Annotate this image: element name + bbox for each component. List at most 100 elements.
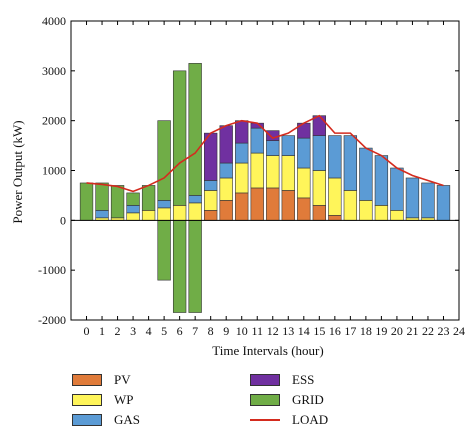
y-tick-label: 0: [60, 213, 66, 227]
bar-grid-3: [126, 192, 140, 206]
bar-grid-6: [172, 70, 187, 206]
bar-wp-7: [188, 202, 202, 221]
legend-item-load: LOAD: [250, 412, 328, 428]
bar-pv-11: [250, 187, 264, 221]
x-tick-label: 4: [146, 324, 152, 338]
y-axis-label: Power Output (kW): [10, 120, 25, 223]
load-line: [86, 114, 444, 193]
bar-gas-19: [374, 155, 389, 206]
legend-swatch-gas: [72, 414, 102, 426]
legend-item-wp: WP: [72, 392, 134, 408]
bar-gas-20: [390, 167, 404, 211]
x-tick-label: 1: [99, 324, 105, 338]
bar-gas-10: [235, 142, 249, 164]
bar-gas-22: [421, 182, 435, 219]
x-tick-label: 8: [208, 324, 214, 338]
bar-wp-9: [219, 177, 233, 201]
bar-pv-9: [219, 200, 233, 221]
legend-item-ess: ESS: [250, 372, 314, 388]
x-tick-label: 22: [422, 324, 434, 338]
legend-item-gas: GAS: [72, 412, 140, 428]
bar-pv-12: [266, 187, 280, 221]
bar-grid-neg-5: [157, 220, 171, 281]
bar-grid-2: [110, 185, 125, 219]
x-tick-label: 15: [313, 324, 325, 338]
bar-gas-5: [157, 200, 171, 209]
x-tick-label: 24: [453, 324, 465, 338]
legend-swatch-grid: [250, 394, 280, 406]
bar-gas-11: [250, 127, 264, 154]
bar-wp-5: [157, 207, 171, 221]
x-tick-label: 10: [236, 324, 248, 338]
x-tick-label: 19: [375, 324, 387, 338]
bar-ess-10: [235, 120, 249, 144]
x-tick-label: 20: [391, 324, 403, 338]
bar-gas-14: [297, 137, 311, 169]
bar-ess-9: [219, 125, 233, 164]
legend-swatch-ess: [250, 374, 280, 386]
bar-wp-19: [374, 205, 389, 221]
bar-gas-8: [204, 180, 218, 191]
y-tick-label: 3000: [42, 64, 66, 78]
legend-label-grid: GRID: [292, 392, 324, 407]
bar-wp-6: [172, 205, 187, 221]
bar-grid-neg-7: [188, 220, 202, 313]
x-tick-label: 9: [223, 324, 229, 338]
bar-gas-13: [281, 135, 295, 156]
bar-wp-14: [297, 167, 311, 199]
x-tick-label: 17: [344, 324, 356, 338]
bar-ess-8: [204, 132, 218, 181]
bar-wp-8: [204, 190, 218, 211]
legend-label-wp: WP: [114, 392, 134, 407]
bar-wp-20: [390, 210, 404, 221]
x-tick-label: 5: [161, 324, 167, 338]
legend-label-gas: GAS: [114, 412, 141, 427]
legend-swatch-pv: [72, 374, 102, 386]
x-tick-label: 2: [115, 324, 121, 338]
bar-pv-13: [281, 190, 295, 221]
bar-gas-3: [126, 205, 140, 214]
bar-gas-12: [266, 140, 280, 156]
bar-pv-15: [312, 205, 326, 221]
y-tick-label: 4000: [42, 14, 66, 28]
y-tick-label: 2000: [42, 114, 66, 128]
bar-wp-11: [250, 152, 264, 189]
bar-wp-16: [328, 177, 342, 216]
y-tick-label: 1000: [42, 164, 66, 178]
x-tick-label: 23: [437, 324, 449, 338]
bar-pv-16: [328, 215, 342, 221]
x-tick-label: 21: [406, 324, 418, 338]
bar-wp-4: [141, 210, 156, 221]
bar-gas-1: [95, 210, 109, 219]
bar-pv-10: [235, 192, 249, 221]
bar-wp-13: [281, 155, 295, 191]
bar-wp-12: [266, 155, 280, 189]
x-tick-label: 0: [84, 324, 90, 338]
bar-grid-7: [188, 63, 202, 196]
bar-gas-15: [312, 135, 326, 171]
x-axis-label: Time Intervals (hour): [212, 343, 323, 358]
x-tick-label: 13: [282, 324, 294, 338]
bar-gas-9: [219, 162, 233, 179]
legend-label-pv: PV: [114, 372, 131, 387]
bar-wp-10: [235, 162, 249, 194]
legend-item-pv: PV: [72, 372, 131, 388]
bar-ess-12: [266, 130, 280, 141]
bar-grid-4: [141, 185, 156, 211]
x-tick-label: 12: [267, 324, 279, 338]
legend-item-grid: GRID: [250, 392, 324, 408]
x-tick-label: 6: [177, 324, 183, 338]
bar-grid-1: [95, 182, 109, 211]
bar-wp-18: [359, 200, 373, 221]
bar-gas-7: [188, 195, 202, 204]
bar-gas-18: [359, 147, 373, 201]
bar-wp-15: [312, 170, 326, 206]
legend-swatch-load: [250, 419, 280, 421]
bar-grid-5: [157, 120, 171, 201]
bar-gas-16: [328, 135, 342, 179]
y-tick-label: -2000: [38, 313, 66, 327]
bar-gas-17: [343, 135, 358, 191]
x-tick-label: 7: [192, 324, 198, 338]
bar-gas-21: [405, 177, 420, 219]
